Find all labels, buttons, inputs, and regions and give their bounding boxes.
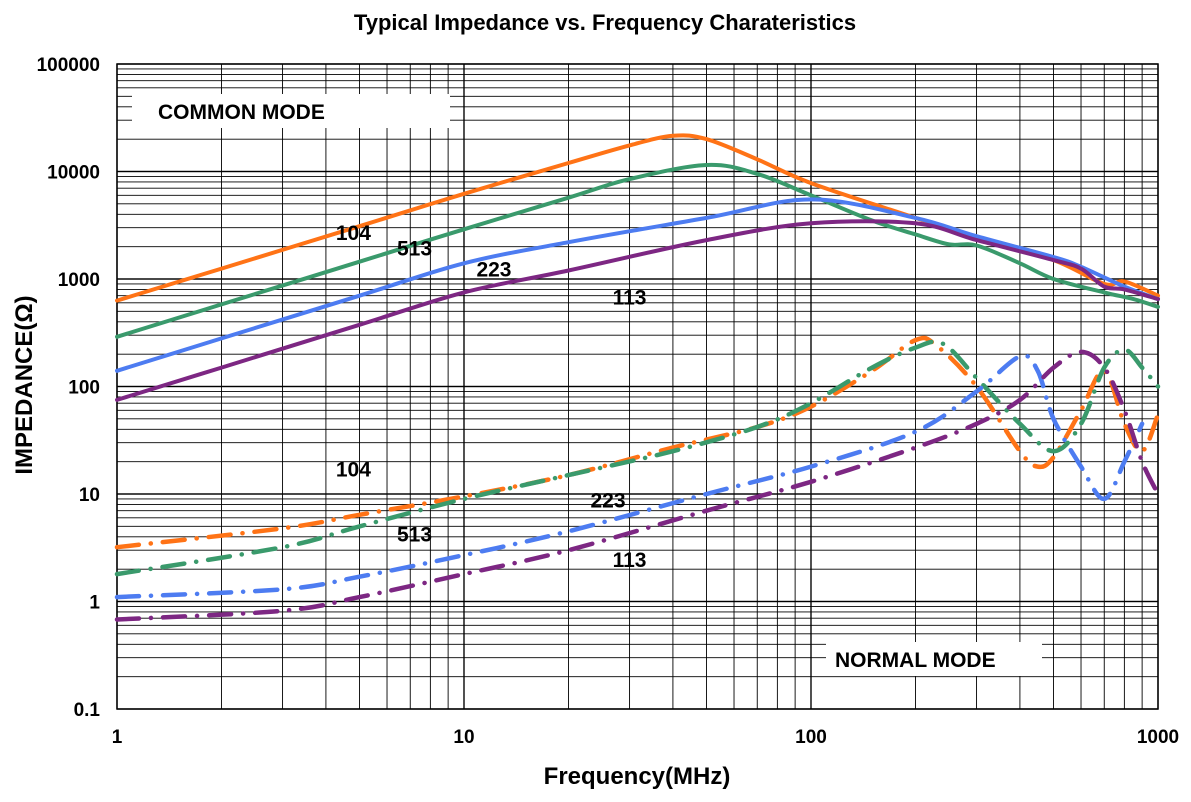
normal-mode-label: NORMAL MODE [835, 649, 996, 672]
series-line-normal-113 [114, 349, 1161, 622]
common-mode-label: COMMON MODE [158, 101, 325, 124]
y-tick-label: 1 [89, 593, 100, 614]
series-line-common-513 [115, 162, 1160, 339]
y-tick-label: 10 [79, 485, 100, 506]
series-labels: 104 513 223 113 104 513 223 113 [336, 222, 647, 572]
series-line-normal-223 [114, 353, 1145, 600]
x-tick-labels: 1 10 100 1000 [112, 727, 1179, 748]
series-line-common-104 [115, 133, 1160, 303]
series-label: 113 [613, 549, 647, 572]
series-label: 113 [613, 286, 647, 309]
x-tick-label: 1000 [1137, 727, 1179, 748]
mode-label-boxes [132, 94, 1042, 676]
series-label: 513 [397, 238, 432, 261]
series-label: 223 [590, 489, 625, 512]
y-tick-label: 10000 [47, 163, 100, 184]
normal-mode-box [826, 642, 1042, 676]
series-line-common-223 [115, 197, 1160, 373]
x-tick-label: 100 [795, 727, 827, 748]
x-tick-label: 10 [453, 727, 474, 748]
y-tick-label: 100000 [37, 55, 100, 76]
series-line-normal-513 [114, 339, 1161, 577]
data-series [114, 133, 1161, 622]
chart-title: Typical Impedance vs. Frequency Charater… [354, 10, 856, 35]
y-axis-title: IMPEDANCE(Ω) [11, 295, 38, 474]
y-tick-labels: 0.1 1 10 100 1000 10000 100000 [37, 55, 101, 721]
y-tick-label: 1000 [58, 270, 100, 291]
series-line-normal-104 [114, 335, 1161, 550]
common-mode-box [132, 94, 450, 128]
y-tick-label: 100 [68, 378, 100, 399]
x-tick-label: 1 [112, 727, 123, 748]
x-axis-title: Frequency(MHz) [544, 763, 731, 790]
grid-lines [116, 63, 1159, 710]
series-label: 104 [336, 222, 371, 245]
series-label: 104 [336, 459, 371, 482]
series-label: 513 [397, 524, 432, 547]
y-tick-label: 0.1 [74, 700, 101, 721]
series-line-common-113 [115, 219, 1160, 402]
series-label: 223 [476, 259, 511, 282]
